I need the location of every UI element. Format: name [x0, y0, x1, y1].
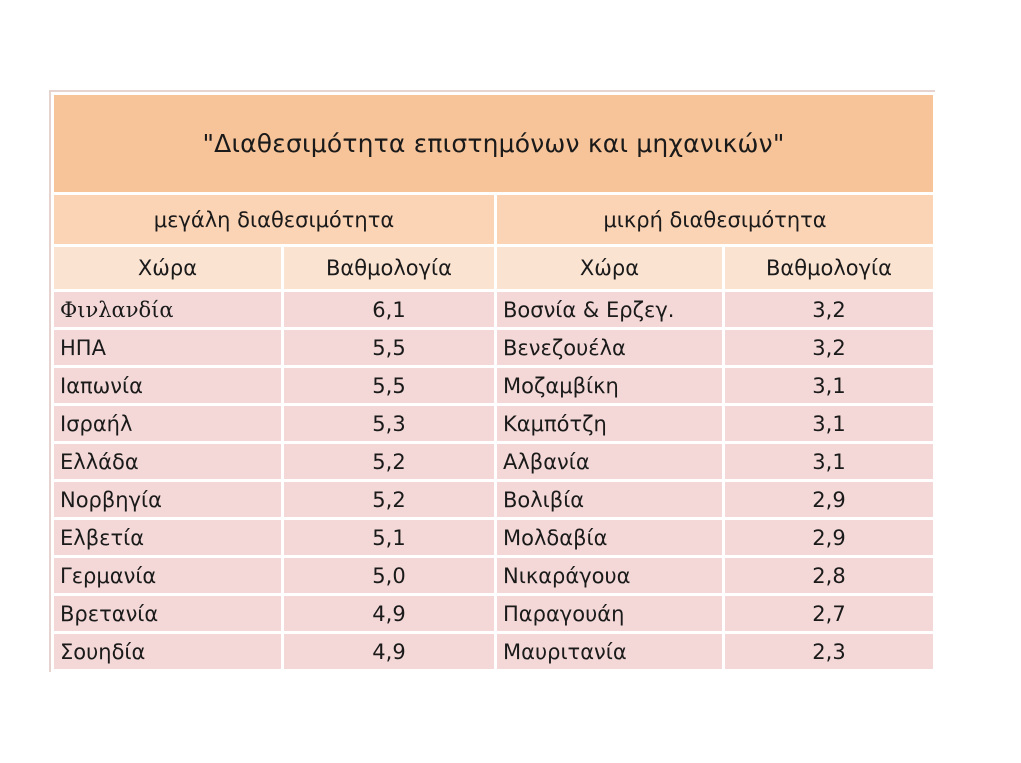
table-row: Βρετανία 4,9 Παραγουάη 2,7 [51, 593, 936, 634]
column-header-country-high: Χώρα [51, 244, 284, 292]
high-country-cell: Σουηδία [51, 631, 284, 672]
table: "Διαθεσιμότητα επιστημόνων και μηχανικών… [51, 92, 936, 672]
low-country-cell: Αλβανία [494, 441, 725, 482]
table-row: Ισραήλ 5,3 Καμπότζη 3,1 [51, 403, 936, 444]
low-score-cell: 3,1 [722, 365, 936, 406]
low-country-cell: Βενεζουέλα [494, 327, 725, 368]
table-row: ΗΠΑ 5,5 Βενεζουέλα 3,2 [51, 327, 936, 368]
high-country-cell: Νορβηγία [51, 479, 284, 520]
table-row: Σουηδία 4,9 Μαυριτανία 2,3 [51, 631, 936, 672]
low-country-cell: Βοσνία & Ερζεγ. [494, 289, 725, 330]
high-score-cell: 5,5 [281, 327, 497, 368]
low-country-cell: Καμπότζη [494, 403, 725, 444]
column-header-row: Χώρα Βαθμολογία Χώρα Βαθμολογία [51, 244, 936, 292]
group-header-row: μεγάλη διαθεσιμότητα μικρή διαθεσιμότητα [51, 192, 936, 247]
high-score-cell: 5,2 [281, 479, 497, 520]
high-score-cell: 6,1 [281, 289, 497, 330]
low-score-cell: 3,2 [722, 289, 936, 330]
high-score-cell: 5,3 [281, 403, 497, 444]
high-country-cell: Βρετανία [51, 593, 284, 634]
high-score-cell: 5,2 [281, 441, 497, 482]
table-row: Ελλάδα 5,2 Αλβανία 3,1 [51, 441, 936, 482]
table-row: Ελβετία 5,1 Μολδαβία 2,9 [51, 517, 936, 558]
high-country-cell: Ελβετία [51, 517, 284, 558]
low-country-cell: Μοζαμβίκη [494, 365, 725, 406]
table-row: Γερμανία 5,0 Νικαράγουα 2,8 [51, 555, 936, 596]
low-country-cell: Βολιβία [494, 479, 725, 520]
low-country-cell: Μολδαβία [494, 517, 725, 558]
column-header-score-low: Βαθμολογία [722, 244, 936, 292]
title-row: "Διαθεσιμότητα επιστημόνων και μηχανικών… [51, 92, 936, 195]
low-score-cell: 3,1 [722, 403, 936, 444]
column-header-score-high: Βαθμολογία [281, 244, 497, 292]
high-score-cell: 4,9 [281, 631, 497, 672]
low-score-cell: 3,2 [722, 327, 936, 368]
high-country-cell: ΗΠΑ [51, 327, 284, 368]
high-country-cell: Ιαπωνία [51, 365, 284, 406]
low-score-cell: 2,8 [722, 555, 936, 596]
availability-table: "Διαθεσιμότητα επιστημόνων και μηχανικών… [49, 90, 936, 672]
high-score-cell: 5,5 [281, 365, 497, 406]
low-score-cell: 2,7 [722, 593, 936, 634]
column-header-country-low: Χώρα [494, 244, 725, 292]
high-country-cell: Ελλάδα [51, 441, 284, 482]
table-row: Φινλανδία 6,1 Βοσνία & Ερζεγ. 3,2 [51, 289, 936, 330]
high-country-cell: Φινλανδία [51, 289, 284, 330]
low-score-cell: 2,9 [722, 517, 936, 558]
low-country-cell: Παραγουάη [494, 593, 725, 634]
group-header-low: μικρή διαθεσιμότητα [494, 192, 936, 247]
high-score-cell: 5,0 [281, 555, 497, 596]
low-score-cell: 2,3 [722, 631, 936, 672]
table-title: "Διαθεσιμότητα επιστημόνων και μηχανικών… [51, 92, 936, 195]
high-country-cell: Γερμανία [51, 555, 284, 596]
low-score-cell: 2,9 [722, 479, 936, 520]
low-country-cell: Μαυριτανία [494, 631, 725, 672]
high-score-cell: 5,1 [281, 517, 497, 558]
high-country-cell: Ισραήλ [51, 403, 284, 444]
low-score-cell: 3,1 [722, 441, 936, 482]
table-row: Ιαπωνία 5,5 Μοζαμβίκη 3,1 [51, 365, 936, 406]
group-header-high: μεγάλη διαθεσιμότητα [51, 192, 497, 247]
low-country-cell: Νικαράγουα [494, 555, 725, 596]
table-row: Νορβηγία 5,2 Βολιβία 2,9 [51, 479, 936, 520]
high-score-cell: 4,9 [281, 593, 497, 634]
